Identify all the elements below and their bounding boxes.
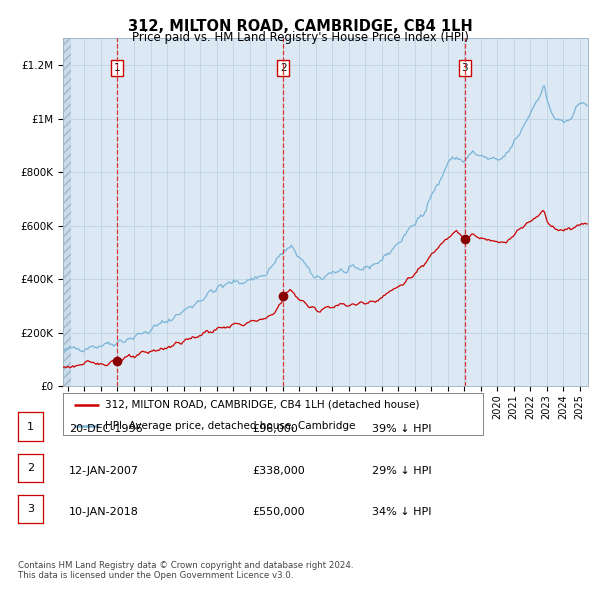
Text: 2: 2	[280, 63, 287, 73]
Text: 3: 3	[461, 63, 468, 73]
Text: 20-DEC-1996: 20-DEC-1996	[69, 424, 143, 434]
Text: 1: 1	[113, 63, 120, 73]
Text: HPI: Average price, detached house, Cambridge: HPI: Average price, detached house, Camb…	[105, 421, 355, 431]
Text: £96,000: £96,000	[252, 424, 298, 434]
Text: £338,000: £338,000	[252, 466, 305, 476]
Text: Price paid vs. HM Land Registry's House Price Index (HPI): Price paid vs. HM Land Registry's House …	[131, 31, 469, 44]
Text: 10-JAN-2018: 10-JAN-2018	[69, 507, 139, 517]
Text: 29% ↓ HPI: 29% ↓ HPI	[372, 466, 431, 476]
Bar	[63, 38, 71, 386]
Text: 312, MILTON ROAD, CAMBRIDGE, CB4 1LH: 312, MILTON ROAD, CAMBRIDGE, CB4 1LH	[128, 19, 472, 34]
Text: This data is licensed under the Open Government Licence v3.0.: This data is licensed under the Open Gov…	[18, 571, 293, 580]
Text: 1: 1	[27, 422, 34, 431]
Text: 2: 2	[27, 463, 34, 473]
Text: Contains HM Land Registry data © Crown copyright and database right 2024.: Contains HM Land Registry data © Crown c…	[18, 560, 353, 569]
Text: 12-JAN-2007: 12-JAN-2007	[69, 466, 139, 476]
Text: £550,000: £550,000	[252, 507, 305, 517]
Text: 3: 3	[27, 504, 34, 514]
Text: 34% ↓ HPI: 34% ↓ HPI	[372, 507, 431, 517]
Text: 39% ↓ HPI: 39% ↓ HPI	[372, 424, 431, 434]
Text: 312, MILTON ROAD, CAMBRIDGE, CB4 1LH (detached house): 312, MILTON ROAD, CAMBRIDGE, CB4 1LH (de…	[105, 400, 419, 410]
